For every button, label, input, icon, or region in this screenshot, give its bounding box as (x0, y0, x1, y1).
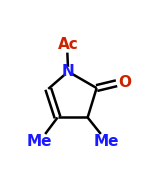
Ellipse shape (121, 78, 130, 86)
Ellipse shape (64, 68, 73, 76)
Text: Me: Me (94, 134, 119, 149)
Text: Ac: Ac (58, 37, 79, 52)
Text: Me: Me (27, 134, 52, 149)
Text: O: O (119, 75, 132, 90)
Text: N: N (62, 64, 75, 79)
